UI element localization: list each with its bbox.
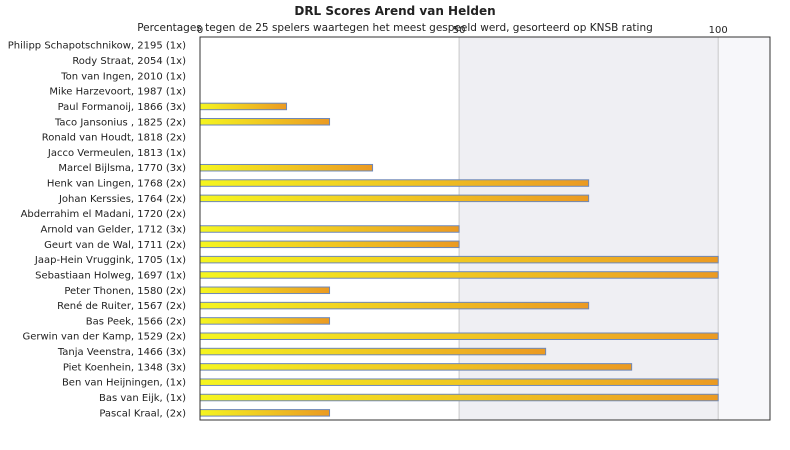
category-label-1: Rody Straat, 2054 (1x) xyxy=(72,56,186,67)
category-label-2: Ton van Ingen, 2010 (1x) xyxy=(60,71,186,82)
bar-21 xyxy=(199,363,633,371)
bar-4 xyxy=(199,102,288,111)
x-axis-ticks: 0 50 100 xyxy=(197,25,728,36)
bar-19 xyxy=(199,332,719,340)
bar-5 xyxy=(199,118,331,126)
category-label-11: Abderrahim el Madani, 1720 (2x) xyxy=(21,209,187,220)
category-labels: Philipp Schapotschnikow, 2195 (1x) Rody S… xyxy=(8,41,186,420)
category-label-8: Marcel Bijlsma, 1770 (3x) xyxy=(58,163,186,174)
category-label-0: Philipp Schapotschnikow, 2195 (1x) xyxy=(8,41,186,52)
chart-subtitle: Percentages tegen de 25 spelers waartege… xyxy=(137,22,653,34)
plot-frame xyxy=(199,36,771,421)
category-label-16: Peter Thonen, 1580 (2x) xyxy=(64,286,186,297)
band-50-100 xyxy=(459,37,719,420)
bar-14 xyxy=(199,255,719,264)
category-label-17: René de Ruiter, 1567 (2x) xyxy=(57,300,186,312)
category-label-7: Jacco Vermeulen, 1813 (1x) xyxy=(47,148,186,159)
tick-label-100: 100 xyxy=(709,25,728,36)
category-label-12: Arnold van Gelder, 1712 (3x) xyxy=(41,225,187,236)
category-label-24: Pascal Kraal, (2x) xyxy=(99,408,186,419)
category-label-21: Piet Koenhein, 1348 (3x) xyxy=(63,362,186,373)
category-label-9: Henk van Lingen, 1768 (2x) xyxy=(47,179,186,190)
category-label-22: Ben van Heijningen, (1x) xyxy=(62,378,186,389)
bar-23 xyxy=(199,393,719,402)
tick-label-0: 0 xyxy=(197,25,203,36)
bar-10 xyxy=(199,194,590,203)
chart-title: DRL Scores Arend van Helden xyxy=(294,4,496,18)
bar-15 xyxy=(199,271,719,279)
category-label-6: Ronald van Houdt, 1818 (2x) xyxy=(42,133,186,144)
category-label-23: Bas van Eijk, (1x) xyxy=(99,393,186,404)
category-label-3: Mike Harzevoort, 1987 (1x) xyxy=(49,87,186,98)
category-label-18: Bas Peek, 1566 (2x) xyxy=(86,316,186,327)
category-label-20: Tanja Veenstra, 1466 (3x) xyxy=(57,347,186,358)
bar-17 xyxy=(199,301,590,310)
bar-13 xyxy=(199,240,460,249)
bar-20 xyxy=(199,347,547,356)
category-label-14: Jaap-Hein Vruggink, 1705 (1x) xyxy=(34,255,186,266)
category-label-5: Taco Jansonius , 1825 (2x) xyxy=(54,117,186,128)
category-label-19: Gerwin van der Kamp, 1529 (2x) xyxy=(22,332,186,343)
bar-16 xyxy=(199,286,331,295)
bar-18 xyxy=(199,317,331,325)
bar-24 xyxy=(199,409,331,417)
tick-label-50: 50 xyxy=(453,25,466,36)
category-label-10: Johan Kerssies, 1764 (2x) xyxy=(58,194,186,205)
category-label-15: Sebastiaan Holweg, 1697 (1x) xyxy=(35,270,186,281)
bar-9 xyxy=(199,179,590,187)
category-label-13: Geurt van de Wal, 1711 (2x) xyxy=(44,240,186,251)
bar-8 xyxy=(199,163,374,172)
band-100-plus xyxy=(718,37,770,420)
bar-22 xyxy=(199,378,719,386)
category-label-4: Paul Formanoij, 1866 (3x) xyxy=(58,102,187,113)
bar-series xyxy=(199,102,719,417)
plot-background-bands xyxy=(200,37,770,420)
bar-12 xyxy=(199,225,460,233)
